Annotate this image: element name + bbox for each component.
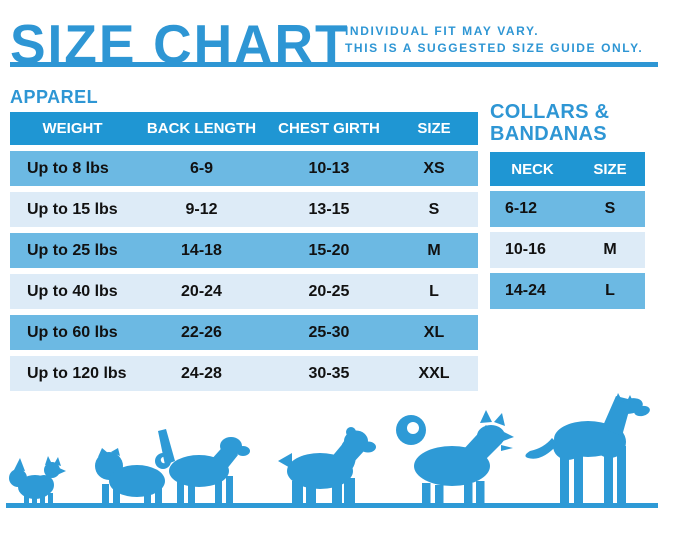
column-header-size: SIZE	[593, 160, 627, 178]
cell-size: M	[603, 241, 617, 258]
apparel-table-header: WEIGHT BACK LENGTH CHEST GIRTH SIZE	[10, 112, 478, 145]
cell-weight: Up to 25 lbs	[27, 241, 118, 259]
cell-back-length: 24-28	[181, 364, 222, 382]
cell-weight: Up to 40 lbs	[27, 282, 118, 300]
collars-heading-line-1: COLLARS &	[490, 101, 610, 123]
column-header-size: SIZE	[417, 120, 451, 137]
apparel-table-row: Up to 15 lbs 9-12 13-15 S	[10, 192, 478, 227]
disclaimer-line-2: THIS IS A SUGGESTED SIZE GUIDE ONLY.	[345, 41, 644, 55]
cell-weight: Up to 8 lbs	[27, 159, 109, 177]
great-dane-dog-icon	[525, 393, 650, 503]
cell-chest-girth: 13-15	[308, 200, 350, 218]
cell-back-length: 20-24	[181, 282, 222, 300]
collars-table-row: 10-16 M	[490, 232, 645, 268]
apparel-table-row: Up to 25 lbs 14-18 15-20 M	[10, 233, 478, 268]
column-header-weight: WEIGHT	[42, 120, 103, 137]
pug-dog-icon	[95, 448, 171, 503]
title-underline	[10, 62, 658, 67]
disclaimer-line-1: INDIVIDUAL FIT MAY VARY.	[345, 24, 540, 38]
cell-size: XXL	[418, 364, 450, 382]
cell-chest-girth: 15-20	[308, 241, 350, 259]
collars-heading-line-2: BANDANAS	[490, 123, 607, 145]
cell-back-length: 6-9	[189, 159, 214, 177]
cell-neck: 14-24	[505, 282, 546, 299]
cell-chest-girth: 10-13	[308, 159, 350, 177]
cell-size: S	[428, 200, 440, 218]
cell-weight: Up to 60 lbs	[27, 323, 118, 341]
cell-size: L	[429, 282, 439, 300]
collars-section-heading: COLLARS & BANDANAS	[490, 101, 609, 145]
disclaimer-text: INDIVIDUAL FIT MAY VARY. THIS IS A SUGGE…	[345, 23, 643, 57]
cell-weight: Up to 15 lbs	[27, 200, 118, 218]
apparel-table: WEIGHT BACK LENGTH CHEST GIRTH SIZE Up t…	[10, 112, 478, 391]
apparel-table-row: Up to 60 lbs 22-26 25-30 XL	[10, 315, 478, 350]
dog-size-illustration	[6, 393, 658, 508]
cell-size: XL	[423, 323, 445, 341]
cell-neck: 6-12	[505, 200, 538, 217]
cell-neck: 10-16	[505, 241, 546, 258]
apparel-section-heading: APPAREL	[10, 87, 99, 107]
collars-table: NECK SIZE 6-12 S 10-16 M 14-24 L	[490, 152, 645, 309]
cell-size: S	[604, 200, 616, 217]
cell-back-length: 22-26	[181, 323, 222, 341]
column-header-chest-girth: CHEST GIRTH	[278, 120, 380, 137]
beagle-dog-icon	[158, 429, 250, 503]
collars-table-header: NECK SIZE	[490, 152, 645, 186]
cell-chest-girth: 25-30	[308, 323, 350, 341]
column-header-back-length: BACK LENGTH	[146, 120, 257, 137]
cocker-spaniel-dog-icon	[278, 427, 376, 503]
ground-line	[6, 503, 658, 508]
collars-table-row: 14-24 L	[490, 273, 645, 309]
cell-chest-girth: 30-35	[308, 364, 350, 382]
apparel-table-row: Up to 40 lbs 20-24 20-25 L	[10, 274, 478, 309]
cell-size: XS	[423, 159, 445, 177]
column-header-neck: NECK	[511, 160, 554, 178]
apparel-table-row: Up to 8 lbs 6-9 10-13 XS	[10, 151, 478, 186]
cell-size: L	[605, 282, 615, 299]
cell-size: M	[427, 241, 441, 259]
apparel-table-row: Up to 120 lbs 24-28 30-35 XXL	[10, 356, 478, 391]
cell-chest-girth: 20-25	[308, 282, 350, 300]
cell-back-length: 9-12	[185, 200, 218, 218]
cell-weight: Up to 120 lbs	[27, 364, 127, 382]
pomeranian-dog-icon	[9, 456, 66, 503]
collars-table-row: 6-12 S	[490, 191, 645, 227]
husky-dog-icon	[396, 410, 514, 503]
cell-back-length: 14-18	[181, 241, 222, 259]
